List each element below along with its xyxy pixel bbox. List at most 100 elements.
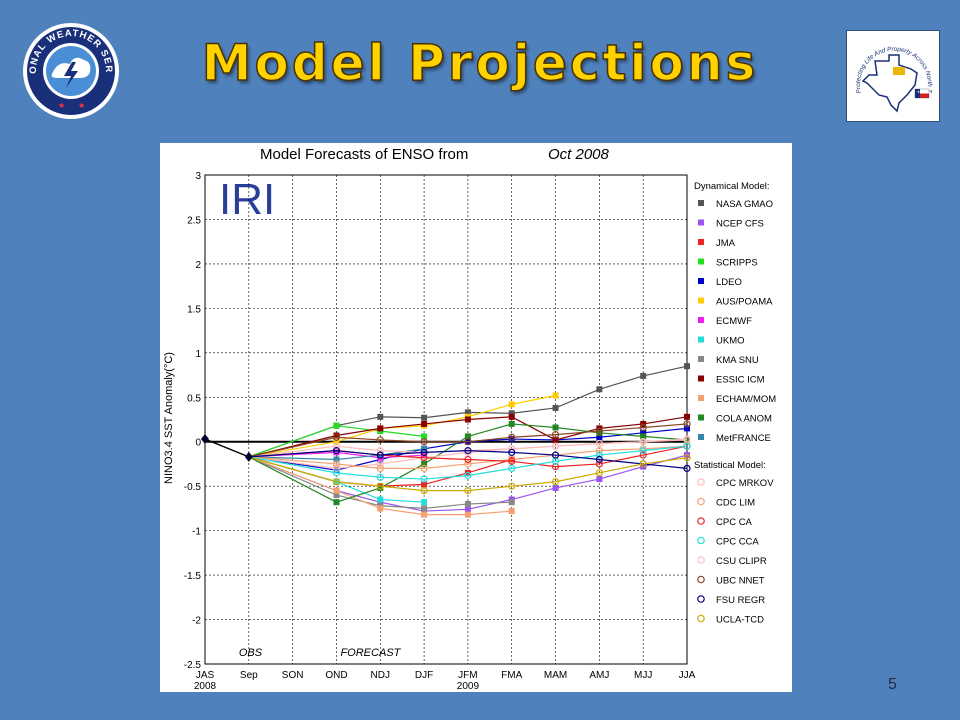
- x-tick-label: JAS: [196, 670, 215, 681]
- observed-line: [204, 438, 250, 458]
- data-point: [421, 511, 428, 518]
- data-point: [552, 392, 559, 399]
- legend-marker: [697, 478, 705, 486]
- legend-marker: [697, 517, 705, 525]
- y-tick-label: 1: [195, 349, 201, 360]
- data-point: [420, 438, 428, 446]
- data-point: [421, 460, 428, 467]
- data-point: [551, 463, 560, 471]
- data-point: [595, 439, 603, 448]
- forecast-annotation: FORECAST: [340, 647, 401, 659]
- data-point: [596, 386, 603, 393]
- data-point: [640, 433, 647, 440]
- y-tick-label: 3: [195, 171, 201, 182]
- observed-point: [201, 434, 209, 445]
- data-point: [421, 414, 428, 421]
- legend-entry: COLA ANOM: [716, 414, 772, 425]
- legend-entry: MetFRANCE: [716, 433, 771, 444]
- data-point: [552, 484, 559, 491]
- x-tick-label: Sep: [240, 670, 258, 681]
- data-point: [596, 434, 603, 441]
- data-point: [333, 422, 340, 429]
- series-line: [248, 445, 688, 480]
- legend-marker: [697, 614, 705, 623]
- y-tick-label: 2: [195, 260, 201, 271]
- series-line: [248, 456, 512, 516]
- svg-text:★: ★: [58, 101, 65, 110]
- data-point: [420, 448, 428, 456]
- series-echam-mom: [248, 456, 515, 518]
- data-point: [464, 460, 472, 468]
- data-point: [376, 447, 384, 455]
- x-year-label: 2009: [457, 681, 480, 692]
- data-point: [420, 475, 428, 483]
- data-point: [595, 455, 603, 464]
- legend-header-statistical: Statistical Model:: [694, 460, 766, 471]
- legend-entry: AUS/POAMA: [716, 297, 773, 308]
- x-tick-label: DJF: [415, 670, 433, 681]
- x-tick-label: MAM: [544, 670, 567, 681]
- data-point: [595, 427, 603, 435]
- data-point: [639, 451, 647, 459]
- plot-frame: [204, 174, 688, 665]
- data-point: [508, 433, 516, 441]
- y-tick-label: 0: [195, 438, 201, 449]
- legend-marker: [698, 219, 704, 226]
- data-point: [639, 460, 647, 468]
- legend-entry: CPC MRKOV: [716, 478, 774, 489]
- x-tick-label: NDJ: [371, 670, 390, 681]
- legend-marker: [698, 258, 704, 265]
- data-point: [464, 511, 471, 518]
- series-line: [248, 456, 512, 510]
- data-point: [640, 372, 647, 379]
- legend-entry: UKMO: [716, 336, 745, 347]
- data-point: [552, 404, 559, 411]
- data-point: [464, 409, 471, 416]
- legend-entry: ESSIC ICM: [716, 375, 765, 386]
- data-point: [684, 413, 690, 420]
- y-axis-label: NINO3.4 SST Anomaly(°C): [163, 352, 175, 484]
- series-line: [248, 438, 688, 458]
- data-point: [421, 499, 428, 506]
- x-year-label: 2008: [194, 681, 217, 692]
- legend-header-dynamical: Dynamical Model:: [694, 181, 770, 192]
- data-point: [639, 423, 647, 432]
- data-point: [639, 438, 647, 446]
- data-point: [596, 429, 603, 436]
- legend-marker: [698, 434, 704, 440]
- enso-forecast-chart: Model Forecasts of ENSO from Oct 2008 NI…: [160, 143, 792, 692]
- legend-entry: NASA GMAO: [716, 199, 773, 210]
- data-point: [332, 433, 341, 441]
- data-point: [551, 431, 560, 439]
- data-point: [508, 448, 516, 456]
- data-point: [464, 506, 471, 513]
- data-point: [333, 432, 340, 439]
- series-line: [248, 456, 688, 492]
- data-point: [464, 438, 472, 446]
- legend-marker: [698, 336, 704, 343]
- legend-marker: [697, 497, 705, 506]
- data-point: [464, 416, 471, 423]
- data-point: [596, 476, 603, 483]
- data-point: [508, 464, 516, 472]
- data-point: [464, 433, 471, 440]
- data-point: [332, 464, 341, 472]
- data-point: [684, 425, 690, 432]
- data-point: [508, 401, 515, 408]
- data-point: [332, 442, 341, 450]
- x-tick-label: OND: [325, 670, 347, 681]
- slide-title: Model Projections: [201, 33, 759, 93]
- legend-marker: [698, 395, 704, 401]
- nws-logo: NATIONAL WEATHER SERVICE ★ ★: [18, 14, 120, 120]
- legend-marker: [698, 239, 704, 245]
- legend-marker: [698, 278, 704, 284]
- chart-title: Model Forecasts of ENSO from: [260, 146, 468, 163]
- x-tick-label: JJA: [679, 670, 696, 681]
- legend-marker: [698, 375, 704, 382]
- legend-marker: [697, 556, 705, 564]
- legend-marker: [697, 595, 705, 603]
- data-point: [683, 464, 691, 472]
- series-cpc-cca: [248, 442, 691, 483]
- legend-entry: CDC LIM: [716, 498, 755, 509]
- x-tick-label: JFM: [458, 670, 477, 681]
